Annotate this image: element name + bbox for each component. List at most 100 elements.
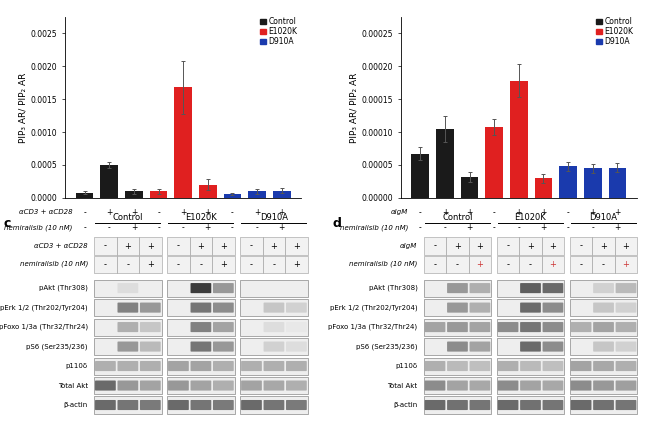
Text: -: - [434,260,437,269]
Text: +: + [220,242,227,250]
FancyBboxPatch shape [593,303,614,313]
Bar [240,237,263,255]
FancyBboxPatch shape [498,400,519,410]
Text: -: - [493,223,495,232]
Bar [592,237,615,255]
FancyBboxPatch shape [286,400,307,410]
Bar [76,192,94,198]
Text: -: - [506,260,510,269]
Bar [570,338,637,355]
FancyBboxPatch shape [118,341,138,352]
Text: αCD3 + αCD28: αCD3 + αCD28 [34,243,88,249]
FancyBboxPatch shape [118,283,138,293]
Bar [199,185,216,198]
Text: +: + [614,223,621,232]
FancyBboxPatch shape [241,361,262,371]
Bar [190,256,212,273]
FancyBboxPatch shape [286,341,307,352]
FancyBboxPatch shape [616,341,636,352]
Bar [240,299,307,316]
Text: +: + [279,223,285,232]
Text: +: + [549,242,556,250]
FancyBboxPatch shape [447,303,468,313]
FancyBboxPatch shape [447,341,468,352]
Bar [497,299,564,316]
FancyBboxPatch shape [616,283,636,293]
Text: pS6 (Ser235/236): pS6 (Ser235/236) [356,343,417,350]
Text: pErk 1/2 (Thr202/Tyr204): pErk 1/2 (Thr202/Tyr204) [0,304,88,311]
FancyBboxPatch shape [263,322,284,332]
Text: -: - [434,242,437,250]
Legend: Control, E1020K, D910A: Control, E1020K, D910A [596,17,633,46]
Text: D910A: D910A [260,213,288,222]
FancyBboxPatch shape [424,400,445,410]
Bar [167,280,235,297]
Bar [570,397,637,413]
Text: -: - [250,242,253,250]
FancyBboxPatch shape [424,322,445,332]
Bar [424,256,447,273]
FancyBboxPatch shape [543,283,564,293]
Bar [541,237,564,255]
Text: nemiralisib (10 nM): nemiralisib (10 nM) [4,224,72,231]
Text: -: - [83,223,86,232]
FancyBboxPatch shape [168,400,188,410]
Bar [541,256,564,273]
Bar [570,237,592,255]
Text: -: - [104,242,107,250]
Text: +: + [540,223,547,232]
Bar [592,256,615,273]
Bar [285,237,307,255]
Text: d: d [333,217,342,230]
Bar [94,299,162,316]
FancyBboxPatch shape [616,361,636,371]
Text: p110δ: p110δ [395,363,417,369]
Text: -: - [126,260,129,269]
FancyBboxPatch shape [498,361,519,371]
Text: +: + [293,242,300,250]
Text: +: + [147,260,154,269]
FancyBboxPatch shape [190,341,211,352]
FancyBboxPatch shape [520,322,541,332]
FancyBboxPatch shape [469,361,490,371]
FancyBboxPatch shape [447,400,468,410]
Bar [570,256,592,273]
FancyBboxPatch shape [140,303,161,313]
Bar [224,194,241,198]
FancyBboxPatch shape [616,381,636,391]
Bar [615,237,637,255]
Text: -: - [104,260,107,269]
Bar [497,377,564,394]
Text: β-actin: β-actin [64,402,88,408]
Bar [167,237,190,255]
Bar [570,319,637,336]
Bar [436,129,454,198]
Text: -: - [493,208,495,217]
Text: pFoxo 1/3a (Thr32/Thr24): pFoxo 1/3a (Thr32/Thr24) [0,324,88,330]
Text: -: - [456,260,459,269]
FancyBboxPatch shape [263,341,284,352]
Text: +: + [205,208,211,217]
Text: nemiralisib (10 nM): nemiralisib (10 nM) [339,224,408,231]
Text: pErk 1/2 (Thr202/Tyr204): pErk 1/2 (Thr202/Tyr204) [330,304,417,311]
Bar [100,165,118,198]
Text: pFoxo 1/3a (Thr32/Thr24): pFoxo 1/3a (Thr32/Thr24) [328,324,417,330]
Bar [94,338,162,355]
Text: -: - [177,242,180,250]
FancyBboxPatch shape [469,283,490,293]
FancyBboxPatch shape [447,381,468,391]
Text: -: - [177,260,180,269]
FancyBboxPatch shape [286,361,307,371]
Bar [167,338,235,355]
FancyBboxPatch shape [543,400,564,410]
Text: p110δ: p110δ [66,363,88,369]
FancyBboxPatch shape [616,322,636,332]
Text: nemiralisib (10 nM): nemiralisib (10 nM) [20,261,88,267]
Bar [94,377,162,394]
FancyBboxPatch shape [469,341,490,352]
Text: +: + [205,223,211,232]
Bar [497,397,564,413]
FancyBboxPatch shape [593,322,614,332]
Text: +: + [515,208,522,217]
Text: +: + [147,242,154,250]
